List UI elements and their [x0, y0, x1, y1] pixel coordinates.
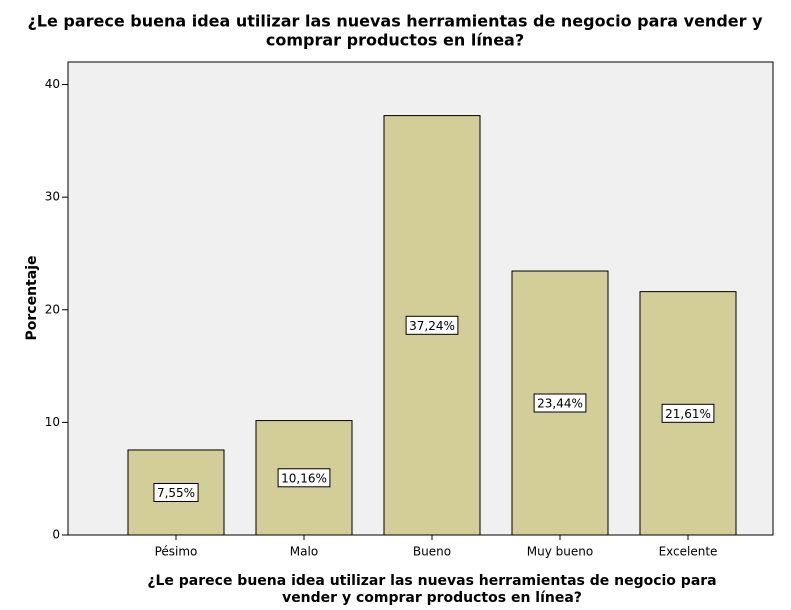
x-tick-label: Malo — [290, 545, 318, 559]
y-tick-label: 40 — [45, 77, 60, 91]
data-label-box — [153, 482, 199, 502]
data-label: 10,16% — [281, 471, 327, 485]
y-axis-title: Porcentaje — [24, 256, 40, 341]
data-label: 21,61% — [665, 407, 711, 421]
data-label-box — [533, 393, 587, 413]
x-tick-label: Pésimo — [155, 545, 198, 559]
data-label-box — [277, 468, 331, 488]
x-tick-label: Bueno — [413, 545, 451, 559]
y-tick-label: 20 — [45, 302, 60, 316]
x-axis-title: ¿Le parece buena idea utilizar las nueva… — [147, 573, 716, 589]
data-label-box — [405, 315, 459, 335]
x-tick-label: Excelente — [659, 545, 718, 559]
data-label: 23,44% — [537, 397, 583, 411]
data-label: 7,55% — [157, 486, 195, 500]
data-label: 37,24% — [409, 319, 455, 333]
y-tick-label: 0 — [52, 528, 60, 542]
data-label-box — [661, 403, 715, 423]
y-tick-label: 30 — [45, 190, 60, 204]
chart-title: ¿Le parece buena idea utilizar las nueva… — [27, 12, 763, 31]
x-tick-label: Muy bueno — [527, 545, 593, 559]
x-axis-title: vender y comprar productos en línea? — [282, 590, 582, 606]
y-tick-label: 10 — [45, 415, 60, 429]
chart-title: comprar productos en línea? — [266, 31, 524, 50]
